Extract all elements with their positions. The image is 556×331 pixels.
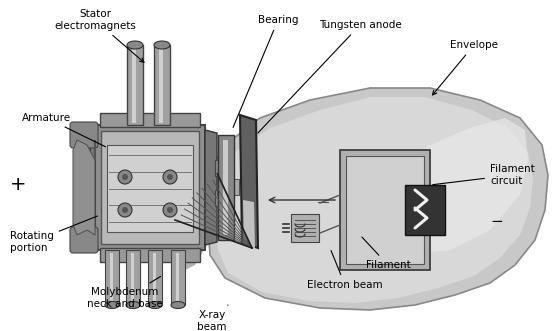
Ellipse shape [163,170,177,184]
Text: Tungsten anode: Tungsten anode [258,20,401,133]
FancyBboxPatch shape [110,253,113,303]
Ellipse shape [105,302,119,308]
FancyBboxPatch shape [70,122,98,148]
Ellipse shape [127,41,143,49]
FancyBboxPatch shape [215,190,225,206]
Polygon shape [350,118,528,255]
FancyBboxPatch shape [127,45,143,125]
Text: Armature: Armature [22,113,106,147]
Polygon shape [240,115,258,248]
Polygon shape [208,88,548,310]
Text: Rotating
portion: Rotating portion [10,216,97,253]
FancyBboxPatch shape [148,250,162,305]
FancyBboxPatch shape [101,131,199,244]
FancyBboxPatch shape [223,140,228,235]
Ellipse shape [118,170,132,184]
FancyBboxPatch shape [153,253,156,303]
Polygon shape [95,125,205,250]
Polygon shape [90,125,95,250]
FancyBboxPatch shape [100,248,200,262]
Text: Stator
electromagnets: Stator electromagnets [54,9,144,62]
FancyBboxPatch shape [100,113,200,127]
Ellipse shape [163,203,177,217]
FancyBboxPatch shape [218,135,234,240]
Text: Bearing: Bearing [233,15,298,127]
Text: Molybdenum
neck and base: Molybdenum neck and base [87,276,163,309]
Ellipse shape [122,174,128,180]
FancyBboxPatch shape [340,150,430,270]
FancyBboxPatch shape [215,160,225,176]
Text: Envelope: Envelope [433,40,498,95]
Polygon shape [178,145,220,270]
FancyBboxPatch shape [132,48,136,123]
Ellipse shape [167,207,173,213]
FancyBboxPatch shape [105,250,119,305]
Polygon shape [205,130,217,245]
Text: −: − [490,214,503,229]
FancyBboxPatch shape [70,227,98,253]
FancyBboxPatch shape [154,45,170,125]
Text: Filament: Filament [362,237,410,270]
FancyBboxPatch shape [171,250,185,305]
Ellipse shape [122,207,128,213]
FancyBboxPatch shape [346,156,424,264]
FancyBboxPatch shape [405,185,445,235]
Polygon shape [178,177,252,248]
Polygon shape [73,140,95,235]
FancyBboxPatch shape [176,253,179,303]
Polygon shape [216,97,533,303]
Text: Filament
circuit: Filament circuit [433,164,535,186]
Ellipse shape [148,302,162,308]
FancyBboxPatch shape [217,179,239,195]
Ellipse shape [126,302,140,308]
Ellipse shape [118,203,132,217]
Text: +: + [10,175,26,195]
Text: Electron beam: Electron beam [307,251,383,290]
Ellipse shape [154,41,170,49]
Ellipse shape [167,174,173,180]
FancyBboxPatch shape [159,48,163,123]
Polygon shape [243,200,255,248]
Ellipse shape [171,302,185,308]
FancyBboxPatch shape [291,214,319,242]
FancyBboxPatch shape [107,145,193,232]
FancyBboxPatch shape [126,250,140,305]
Text: X-ray
beam: X-ray beam [197,305,228,331]
FancyBboxPatch shape [131,253,134,303]
